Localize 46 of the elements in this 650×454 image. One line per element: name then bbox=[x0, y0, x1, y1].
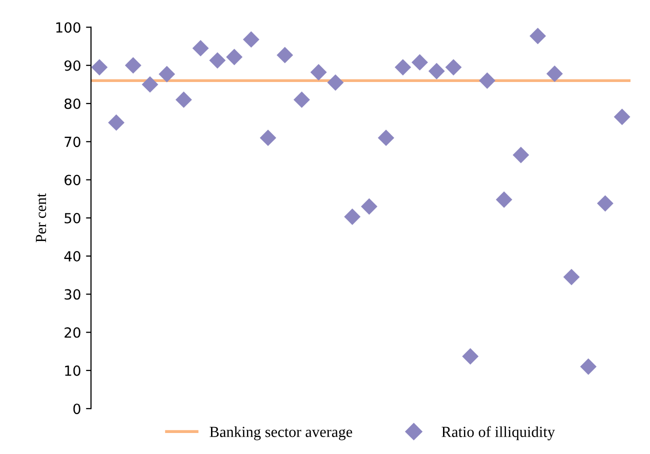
point bbox=[209, 52, 226, 69]
point bbox=[478, 72, 496, 89]
point bbox=[158, 66, 176, 82]
y-tick-label: 40 bbox=[64, 251, 80, 262]
point bbox=[596, 195, 614, 212]
point bbox=[124, 57, 142, 74]
point bbox=[360, 198, 378, 215]
point bbox=[226, 48, 243, 66]
y-tick-label: 60 bbox=[64, 174, 80, 186]
y-tick-label: 80 bbox=[64, 98, 80, 109]
point bbox=[108, 114, 125, 131]
point bbox=[580, 358, 597, 375]
point bbox=[276, 46, 294, 64]
point bbox=[91, 59, 108, 76]
point bbox=[512, 146, 530, 164]
point bbox=[462, 348, 479, 365]
y-tick-label: 90 bbox=[64, 60, 80, 71]
point bbox=[310, 64, 327, 80]
point bbox=[327, 74, 344, 91]
y-tick-label: 70 bbox=[64, 136, 80, 148]
y-tick-label: 50 bbox=[64, 212, 80, 224]
y-tick-label: 20 bbox=[64, 327, 80, 338]
point bbox=[546, 66, 563, 82]
point bbox=[428, 62, 445, 80]
point bbox=[563, 268, 580, 286]
point bbox=[496, 191, 512, 208]
point bbox=[294, 91, 310, 108]
legend-label: Ratio of illiquidity bbox=[442, 426, 555, 440]
point bbox=[344, 208, 361, 225]
point bbox=[176, 91, 192, 108]
legend-label: Banking sector average bbox=[210, 426, 352, 440]
point bbox=[260, 130, 276, 146]
y-tick-label: 100 bbox=[56, 22, 80, 33]
y-tick-label: 30 bbox=[64, 289, 80, 300]
y-tick-label: 10 bbox=[65, 365, 80, 376]
point bbox=[192, 40, 209, 56]
point bbox=[242, 31, 260, 48]
point bbox=[142, 76, 158, 93]
point bbox=[530, 28, 546, 44]
point bbox=[394, 59, 412, 76]
y-axis-title: Per cent bbox=[36, 193, 46, 242]
point bbox=[378, 130, 394, 146]
point bbox=[445, 59, 462, 76]
point bbox=[614, 108, 630, 126]
y-tick-label: 0 bbox=[73, 404, 80, 414]
point bbox=[412, 54, 428, 71]
